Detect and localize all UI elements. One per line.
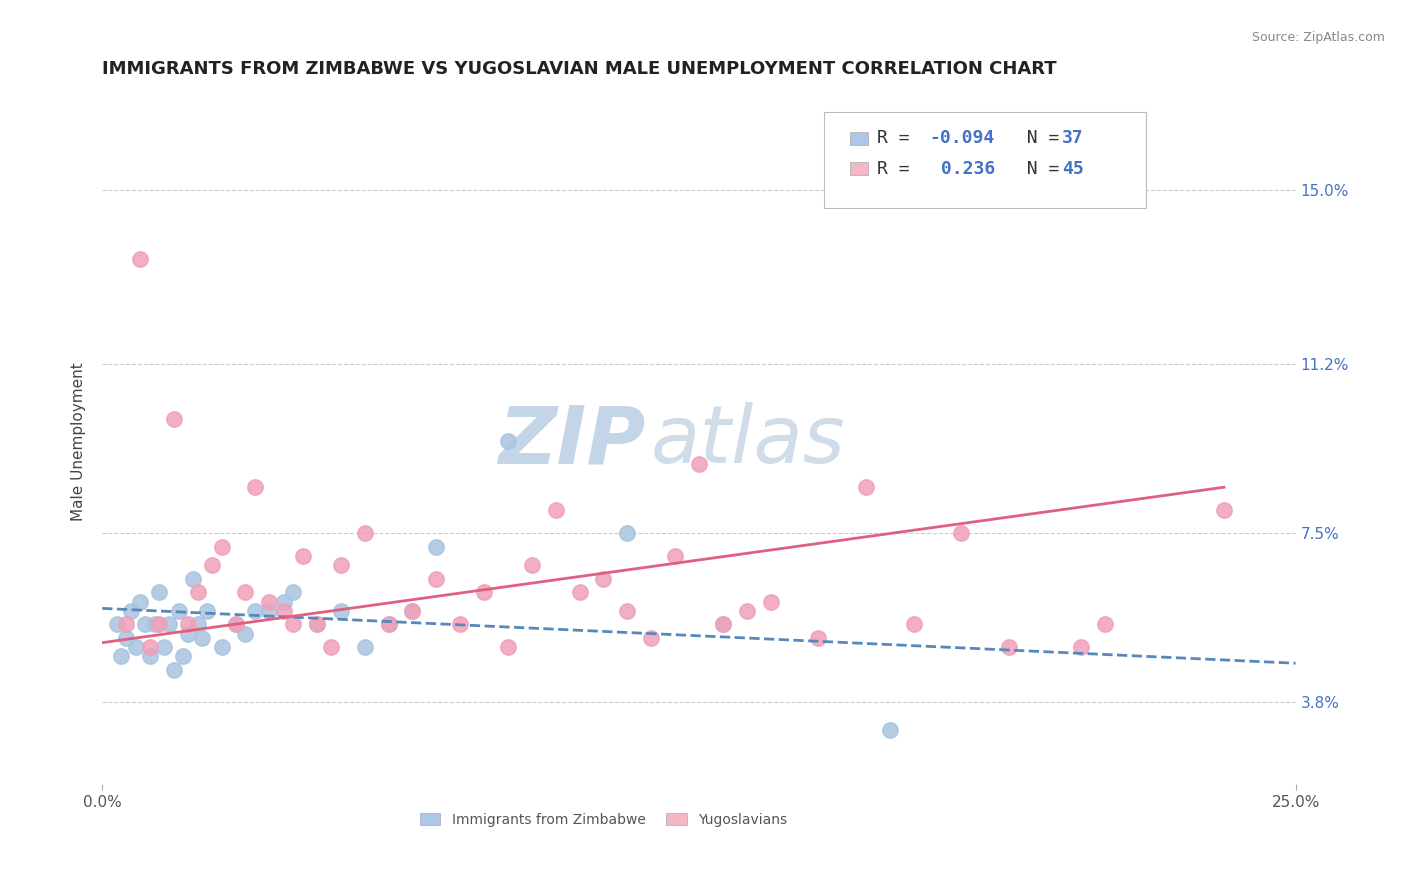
Point [759, 594, 782, 608]
Point [496, 640, 519, 655]
Point [115, 631, 138, 645]
Legend: Immigrants from Zimbabwe, Yugoslavians: Immigrants from Zimbabwe, Yugoslavians [413, 807, 793, 832]
Point [879, 723, 901, 737]
Text: atlas: atlas [651, 402, 846, 481]
Point [855, 480, 877, 494]
Point [157, 617, 180, 632]
Point [496, 434, 519, 449]
FancyBboxPatch shape [851, 132, 868, 145]
Point [148, 617, 170, 632]
Point [425, 540, 447, 554]
Point [401, 604, 423, 618]
Point [187, 585, 209, 599]
Text: N =: N = [1005, 160, 1070, 178]
Point [688, 458, 710, 472]
Point [329, 604, 352, 618]
Point [377, 617, 399, 632]
Point [243, 480, 266, 494]
Point [177, 626, 200, 640]
Point [259, 604, 281, 618]
Text: R =: R = [877, 160, 932, 178]
Point [616, 525, 638, 540]
Point [401, 604, 423, 618]
Point [148, 585, 170, 599]
Point [273, 604, 295, 618]
Text: 0.236: 0.236 [929, 160, 995, 178]
Point [139, 640, 162, 655]
Point [1213, 503, 1236, 517]
Point [711, 617, 734, 632]
Y-axis label: Male Unemployment: Male Unemployment [72, 362, 86, 521]
Point [321, 640, 343, 655]
Point [283, 585, 305, 599]
Point [172, 649, 194, 664]
Point [544, 503, 567, 517]
Point [807, 631, 830, 645]
Text: -0.094: -0.094 [929, 129, 995, 147]
Point [592, 572, 614, 586]
Point [235, 585, 257, 599]
Point [329, 558, 352, 572]
Point [225, 617, 247, 632]
Point [139, 649, 162, 664]
Point [129, 252, 152, 266]
Text: N =: N = [1005, 129, 1070, 147]
Point [616, 604, 638, 618]
Point [353, 640, 375, 655]
Point [191, 631, 214, 645]
FancyBboxPatch shape [824, 112, 1146, 209]
Point [181, 572, 204, 586]
Point [377, 617, 399, 632]
Point [568, 585, 591, 599]
Point [640, 631, 662, 645]
Point [664, 549, 686, 563]
Point [1094, 617, 1116, 632]
Point [163, 411, 186, 425]
Point [903, 617, 925, 632]
Point [105, 617, 128, 632]
Point [235, 626, 257, 640]
Point [243, 604, 266, 618]
Text: R =: R = [877, 129, 921, 147]
Point [1070, 640, 1092, 655]
Point [120, 604, 142, 618]
Point [195, 604, 218, 618]
Point [124, 640, 146, 655]
Point [211, 640, 233, 655]
Point [449, 617, 471, 632]
Point [998, 640, 1021, 655]
Point [472, 585, 495, 599]
FancyBboxPatch shape [851, 162, 868, 175]
Point [134, 617, 156, 632]
Point [163, 663, 186, 677]
Point [291, 549, 314, 563]
Point [225, 617, 247, 632]
Point [305, 617, 328, 632]
Point [153, 640, 176, 655]
Text: Source: ZipAtlas.com: Source: ZipAtlas.com [1251, 31, 1385, 45]
Point [735, 604, 758, 618]
Point [129, 594, 152, 608]
Point [201, 558, 224, 572]
Text: 45: 45 [1062, 160, 1084, 178]
Text: IMMIGRANTS FROM ZIMBABWE VS YUGOSLAVIAN MALE UNEMPLOYMENT CORRELATION CHART: IMMIGRANTS FROM ZIMBABWE VS YUGOSLAVIAN … [103, 60, 1057, 78]
Point [353, 525, 375, 540]
Point [520, 558, 543, 572]
Point [110, 649, 132, 664]
Point [211, 540, 233, 554]
Point [143, 617, 166, 632]
Text: ZIP: ZIP [498, 402, 645, 481]
Point [115, 617, 138, 632]
Point [177, 617, 200, 632]
Point [305, 617, 328, 632]
Point [259, 594, 281, 608]
Point [273, 594, 295, 608]
Text: 37: 37 [1062, 129, 1084, 147]
Point [425, 572, 447, 586]
Point [167, 604, 190, 618]
Point [950, 525, 973, 540]
Point [283, 617, 305, 632]
Point [187, 617, 209, 632]
Point [711, 617, 734, 632]
